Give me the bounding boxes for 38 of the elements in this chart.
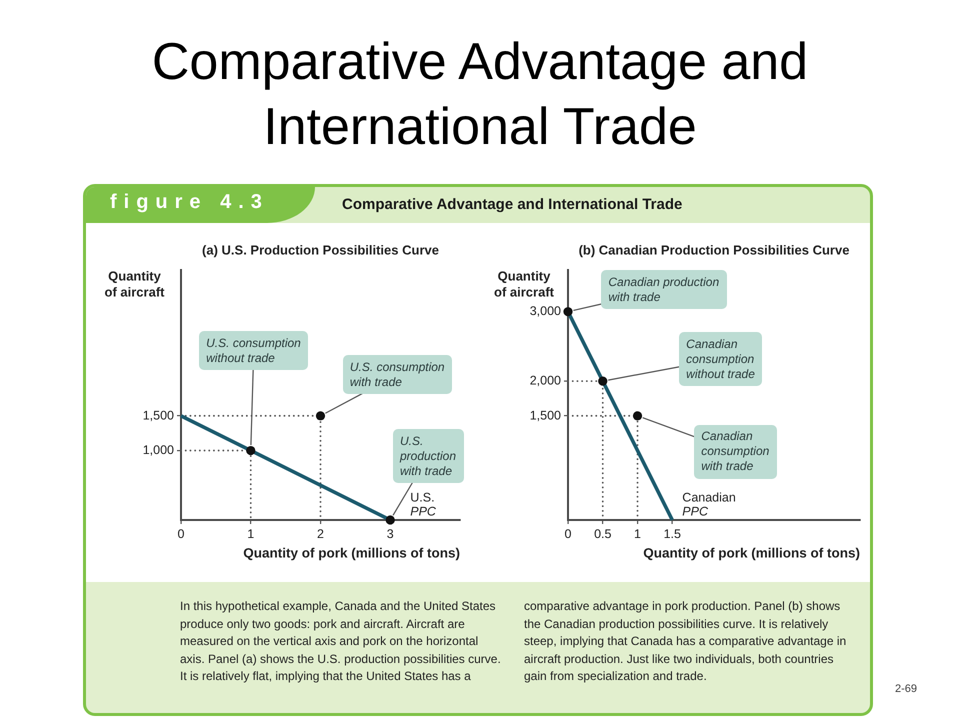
point — [386, 515, 395, 525]
annotation: U.S. production with trade — [392, 429, 464, 483]
y-axis-title: Quantity of aircraft — [494, 268, 555, 300]
y-axis-title: Quantity of aircraft — [104, 268, 166, 300]
caption: figure 4.3 — [110, 190, 269, 214]
y-tick-label: 1,500 — [142, 408, 174, 422]
x-tick-label: 0 — [564, 526, 572, 541]
point — [563, 307, 573, 316]
annotation: U.S. consumption without trade — [199, 331, 308, 370]
text: In this hypothetical example, Canada and the United States produce only two goods: pork and aircraft. Aircraft are measured on the vertical axis and pork on the horizontal axis. Panel (a) shows the U.S. production possibilities curve. It is relatively flat, implying that the United States has a comparative advantage in pork production. Panel (b) shows the Canadian production possibilities curve. It is relatively steep, implying that Canada has a comparative advantage in aircraft production. Just like two individuals, both countries gain from specialization and trade. — [180, 599, 846, 684]
x-tick-label: 0.5 — [594, 526, 612, 541]
annotation: Canadian production with trade — [601, 270, 727, 310]
x-tick-label: 1 — [634, 526, 642, 541]
point — [598, 376, 608, 386]
x-tick-label: 2 — [317, 526, 324, 541]
x-tick-label: 0 — [178, 526, 185, 541]
point — [246, 446, 256, 456]
y-tick-label: 1,000 — [142, 443, 174, 458]
series-label: U.S. PPC — [410, 490, 437, 518]
x-tick-label: 3 — [386, 526, 394, 541]
y-tick-label: 1,500 — [530, 408, 562, 422]
chart-title: (b) Canadian Production Possibilities Curve — [578, 242, 850, 258]
point — [632, 411, 642, 420]
series-label: Canadian PPC — [682, 490, 736, 518]
annotation: U.S. consumption with trade — [342, 355, 452, 394]
x-axis-title: Quantity of pork (millions of tons) — [643, 546, 860, 561]
point — [316, 411, 326, 420]
x-axis-title: Quantity of pork (millions of tons) — [243, 546, 460, 561]
x-tick-label: 1.5 — [664, 526, 682, 541]
chart-title: (a) U.S. Production Possibilities Curve — [202, 242, 439, 258]
text: 2-69 — [895, 683, 918, 695]
x-tick-label: 1 — [247, 526, 254, 541]
text: Comparative Advantage and International Trade — [342, 196, 682, 214]
text: Comparative Advantage and International Trade — [150, 32, 810, 158]
annotation: Canadian consumption with trade — [694, 424, 777, 479]
y-tick-label: 3,000 — [530, 304, 562, 318]
annotation: Canadian consumption without trade — [679, 332, 762, 386]
y-tick-label: 2,000 — [530, 374, 562, 388]
